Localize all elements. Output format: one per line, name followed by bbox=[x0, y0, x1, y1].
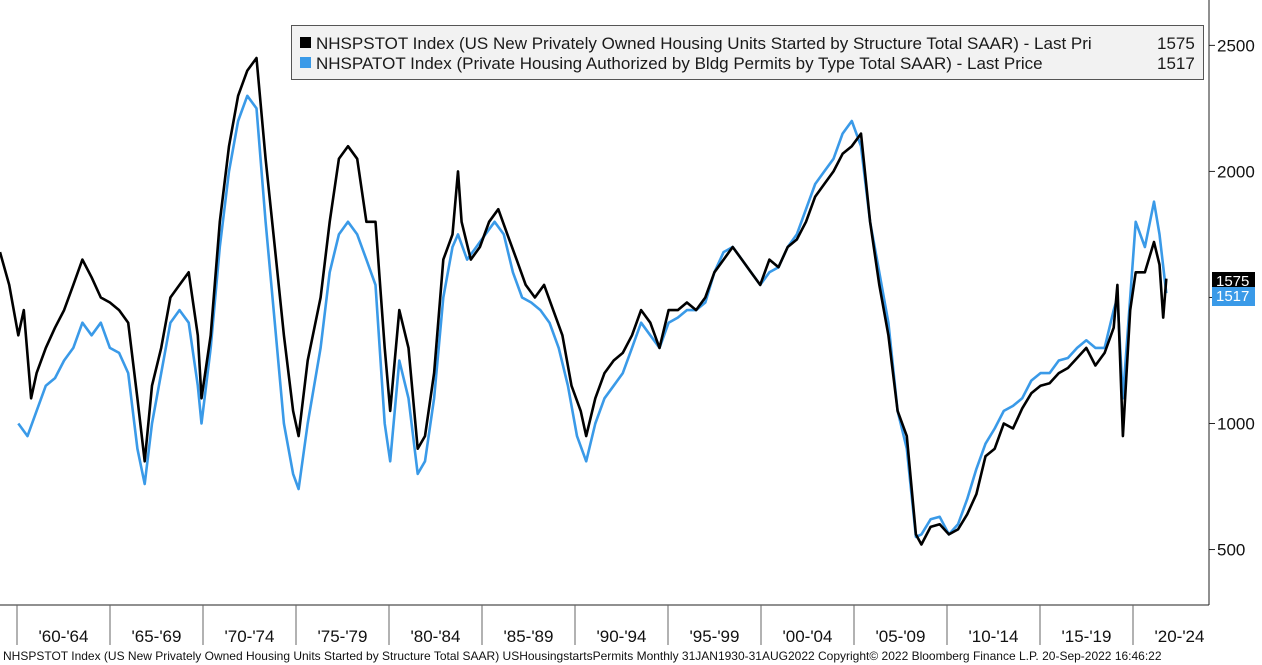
x-tick-label-3: '75-'79 bbox=[318, 627, 368, 646]
legend-label-starts: NHSPSTOT Index (US New Privately Owned H… bbox=[316, 34, 1092, 53]
x-tick-label-2: '70-'74 bbox=[225, 627, 275, 646]
legend-entry-permits: NHSPATOT Index (Private Housing Authoriz… bbox=[300, 54, 1195, 74]
y-tick-label-4: 2500 bbox=[1217, 36, 1255, 55]
x-tick-label-8: '00-'04 bbox=[783, 627, 833, 646]
series-line-1 bbox=[17, 94, 1168, 539]
series-layer bbox=[0, 56, 1168, 546]
x-tick-label-4: '80-'84 bbox=[411, 627, 461, 646]
legend-swatch-permits bbox=[300, 57, 311, 68]
last-value-label-permits: 1517 bbox=[1212, 287, 1256, 306]
x-tick-label-10: '10-'14 bbox=[969, 627, 1019, 646]
legend-swatch-starts bbox=[300, 37, 311, 48]
legend-entry-starts: NHSPSTOT Index (US New Privately Owned H… bbox=[300, 34, 1195, 54]
x-tick-label-11: '15-'19 bbox=[1062, 627, 1112, 646]
x-tick-label-5: '85-'89 bbox=[504, 627, 554, 646]
x-tick-label-0: '60-'64 bbox=[39, 627, 89, 646]
y-tick-label-1: 1000 bbox=[1217, 415, 1255, 434]
y-tick-label-3: 2000 bbox=[1217, 162, 1255, 181]
x-tick-label-12: '20-'24 bbox=[1155, 627, 1205, 646]
last-value-label-starts: 1575 bbox=[1212, 272, 1256, 291]
legend: NHSPSTOT Index (US New Privately Owned H… bbox=[291, 25, 1204, 80]
legend-value-permits: 1517 bbox=[1157, 54, 1195, 73]
y-tick-label-0: 500 bbox=[1217, 541, 1245, 560]
axes: 5001000150020002500'60-'64'65-'69'70-'74… bbox=[0, 0, 1255, 646]
x-tick-label-9: '05-'09 bbox=[876, 627, 926, 646]
x-tick-label-7: '95-'99 bbox=[690, 627, 740, 646]
x-tick-label-6: '90-'94 bbox=[597, 627, 647, 646]
footer-source: NHSPSTOT Index (US New Privately Owned H… bbox=[3, 649, 1162, 663]
series-line-0 bbox=[0, 56, 1168, 546]
x-tick-label-1: '65-'69 bbox=[132, 627, 182, 646]
legend-value-starts: 1575 bbox=[1157, 34, 1195, 53]
legend-label-permits: NHSPATOT Index (Private Housing Authoriz… bbox=[316, 54, 1043, 73]
